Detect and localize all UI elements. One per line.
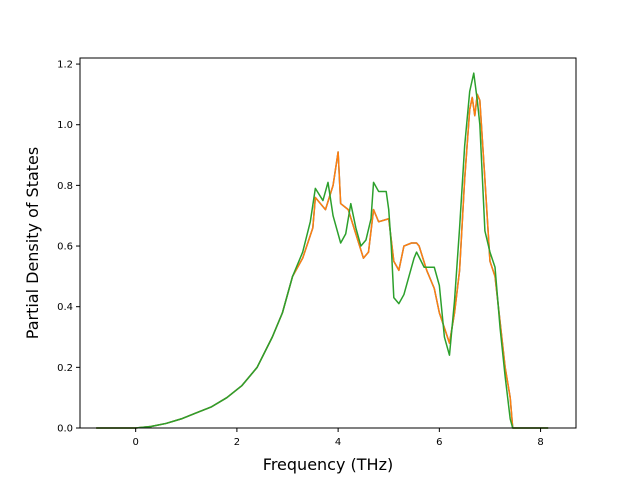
x-tick-label: 8	[537, 437, 543, 448]
y-tick-label: 1.2	[57, 60, 73, 71]
y-tick-label: 0.8	[57, 181, 73, 192]
x-axis-label: Frequency (THz)	[263, 455, 393, 474]
plot-frame	[79, 57, 577, 429]
x-axis: 0 2 4 6 8	[132, 428, 544, 448]
y-tick-label: 0.0	[57, 424, 73, 435]
x-tick-label: 4	[335, 437, 341, 448]
y-axis: 0.0 0.2 0.4 0.6 0.8 1.0 1.2	[57, 60, 80, 435]
x-tick-label: 0	[132, 437, 138, 448]
y-tick-label: 0.2	[57, 363, 73, 374]
y-tick-label: 0.4	[57, 302, 73, 313]
y-tick-label: 1.0	[57, 120, 73, 131]
y-tick-label: 0.6	[57, 242, 73, 253]
x-tick-label: 6	[436, 437, 442, 448]
series-layer	[96, 72, 549, 429]
x-tick-label: 2	[234, 437, 240, 448]
y-axis-label: Partial Density of States	[23, 147, 42, 339]
series-line-3	[96, 72, 549, 429]
